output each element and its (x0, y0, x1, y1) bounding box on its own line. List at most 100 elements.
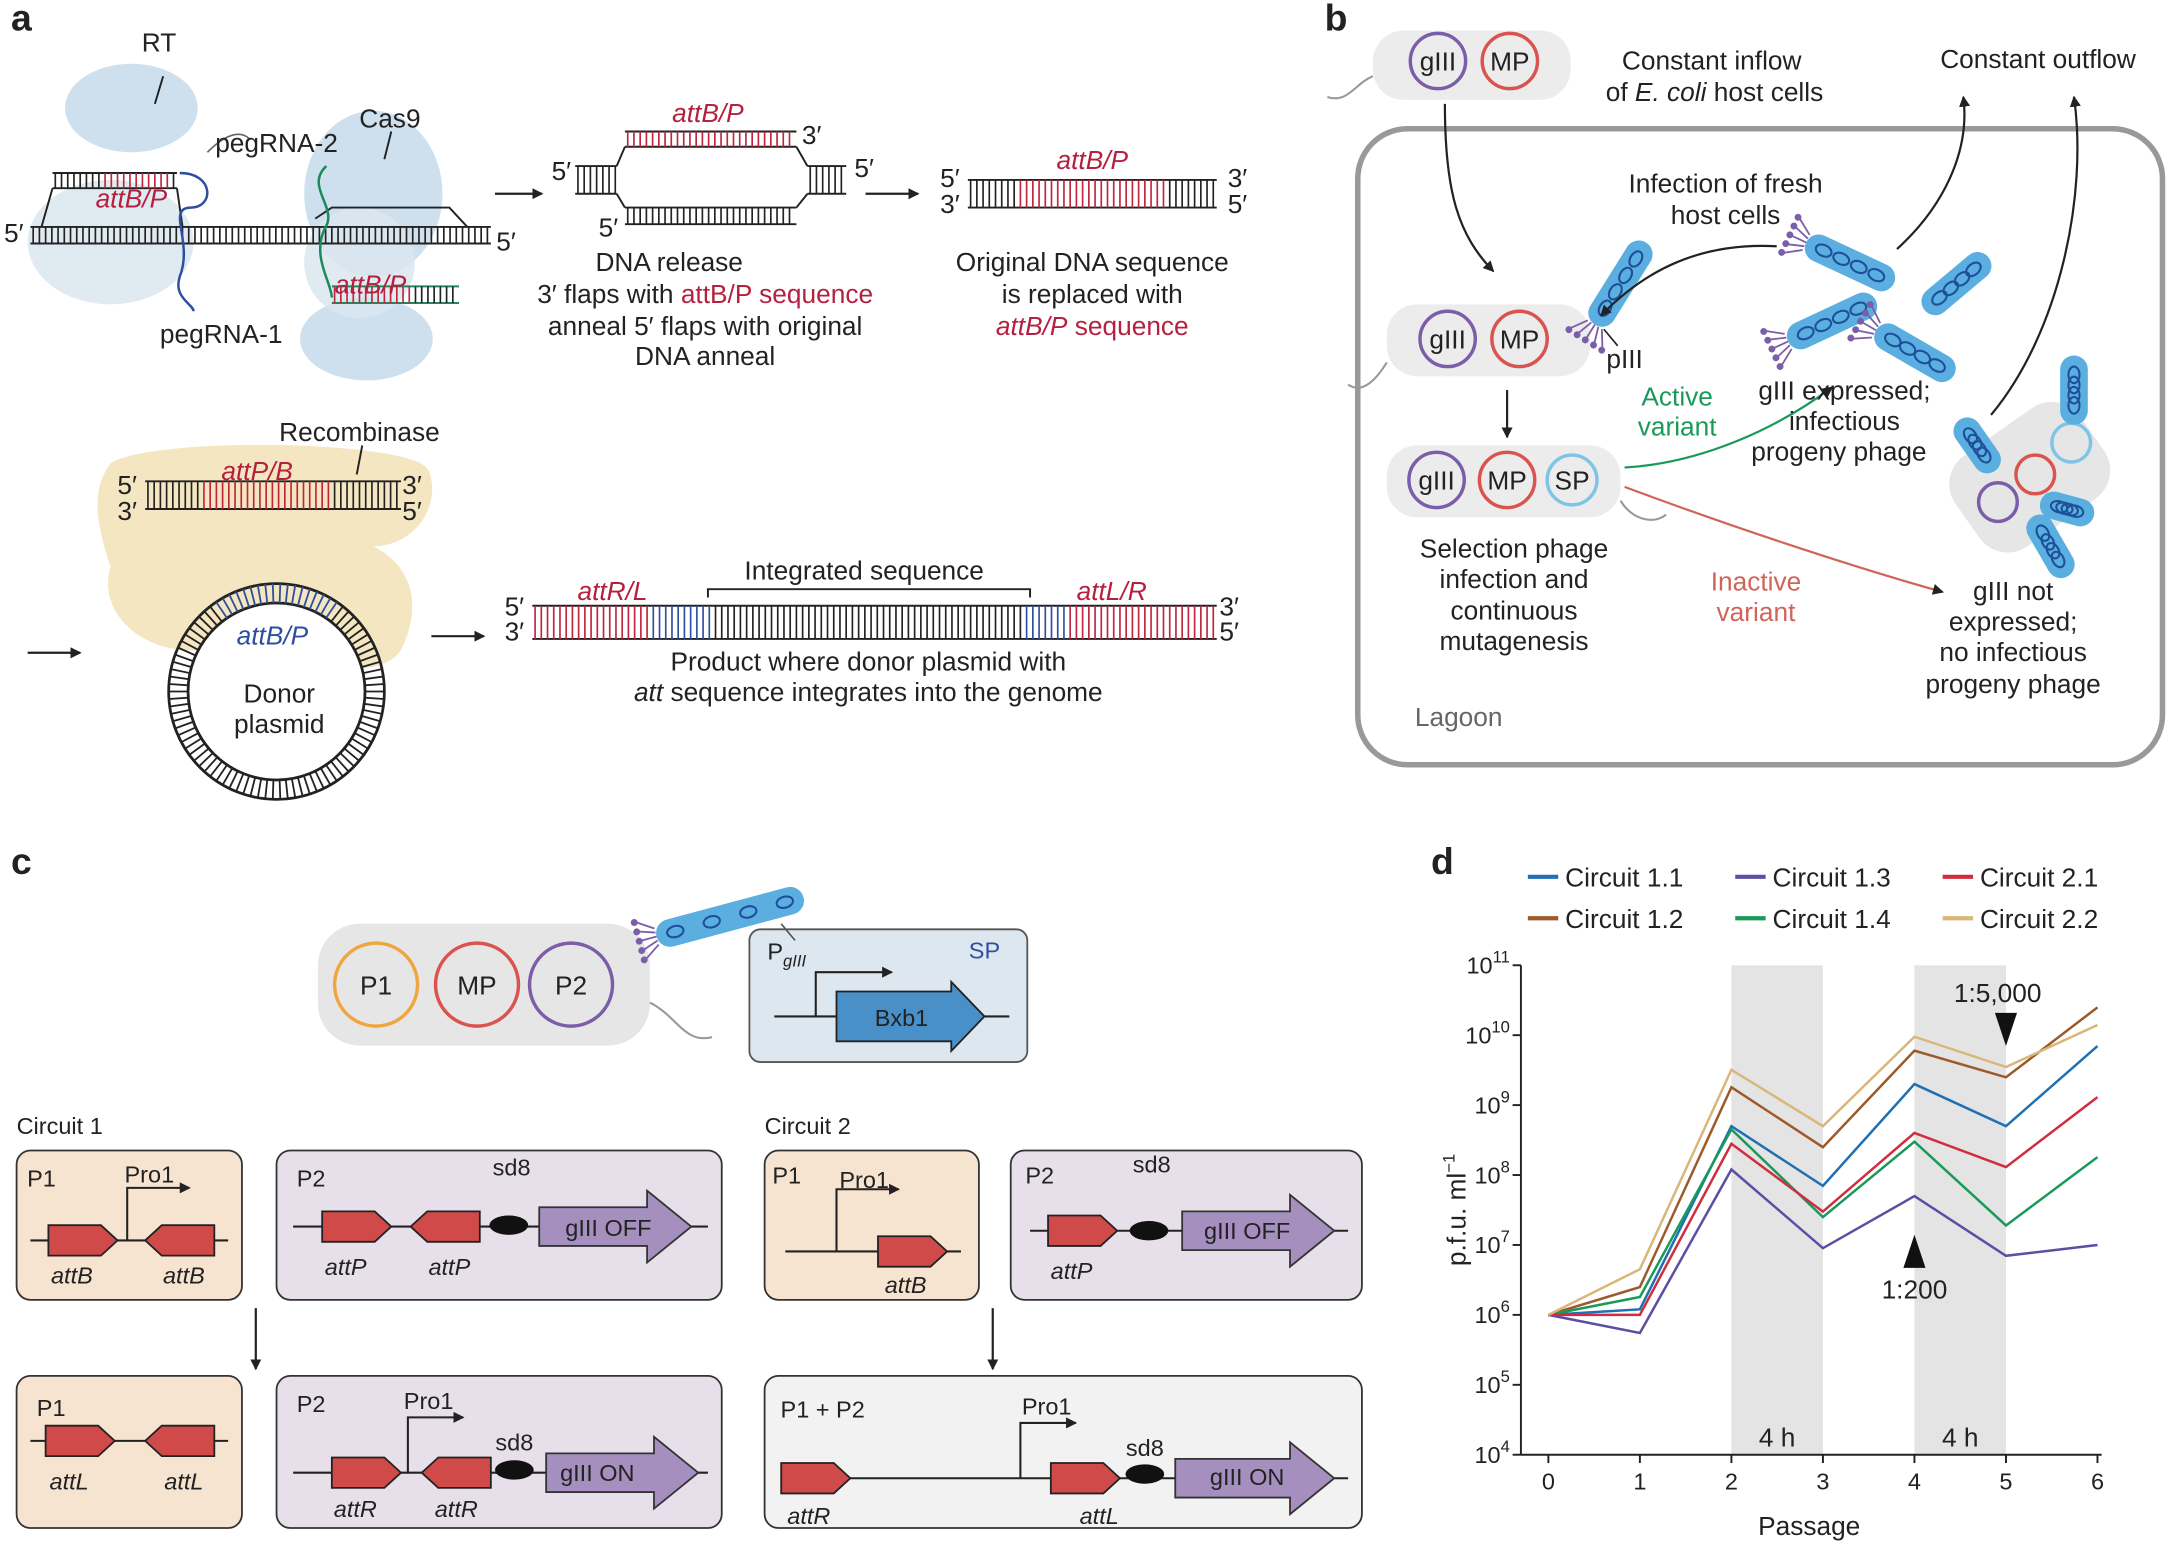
phage-genome (2035, 524, 2051, 542)
phage-genome (739, 905, 758, 919)
site-text: attB/P (1057, 145, 1129, 175)
dna-rung (180, 732, 199, 743)
plasmid (1408, 31, 1468, 91)
ends-text: 3′ (1228, 163, 1248, 193)
pilus (1861, 321, 1877, 332)
dna-rung (271, 583, 275, 604)
dna-rung (303, 588, 311, 608)
rbs (494, 1460, 534, 1480)
pilus (642, 939, 659, 951)
dna-rung (297, 586, 304, 606)
annotation-arrow (1994, 1012, 2018, 1047)
pilus (638, 930, 656, 934)
power-text: 5 (1501, 1367, 1510, 1386)
dna-rung (364, 683, 385, 687)
panel-label: c (11, 840, 32, 882)
dna-rung (228, 594, 239, 613)
dna-rung (174, 653, 194, 663)
y-tick-label: 105 (1474, 1367, 1509, 1398)
site-text: attP/B (221, 456, 293, 486)
label-text: 10 (1474, 1372, 1500, 1398)
dna-rung (278, 583, 282, 604)
phage-body (2026, 514, 2075, 579)
phage-genome (2040, 533, 2056, 551)
phage-genome (2045, 541, 2061, 560)
att-site (409, 1210, 481, 1243)
arrow (1896, 95, 1971, 250)
dna-rung (215, 764, 228, 782)
rbs (489, 1215, 529, 1235)
pilus-tip (1598, 346, 1606, 354)
title-text: Circuit 1 (17, 1113, 103, 1139)
pilus-tip (1790, 222, 1798, 230)
gene-text: gIII ON (1210, 1464, 1284, 1490)
plasmid (2014, 453, 2057, 496)
dna-rung (284, 584, 289, 604)
legend-label: Circuit 1.3 (1773, 862, 1891, 892)
lagoon (1355, 125, 2166, 768)
host-cell (1386, 445, 1621, 518)
caption-text: sequence (1067, 311, 1188, 341)
dna-rung (308, 591, 318, 610)
name-text: P2 (1025, 1163, 1054, 1189)
phage (1565, 240, 1653, 354)
sites-text: attB/P (96, 184, 168, 214)
cell-text: P1 (360, 970, 392, 1000)
shaded-region (1914, 965, 2006, 1455)
host-cell (1949, 401, 2111, 553)
phage-genome (702, 914, 721, 929)
promoter-text: Pro1 (125, 1161, 175, 1187)
pilus (1569, 319, 1589, 330)
dna-rung (335, 610, 350, 627)
ends-text: 3′ (940, 189, 960, 219)
gene (545, 1434, 700, 1511)
y-tick-label: 1010 (1465, 1017, 1510, 1048)
pilus (1585, 324, 1596, 340)
dna-rung (297, 777, 304, 797)
pilus-tip (1778, 248, 1786, 256)
dna-rung (221, 597, 234, 616)
pegrna (317, 165, 334, 298)
dna-rung (235, 591, 245, 610)
phage-genome (1942, 280, 1960, 297)
dna-rung (347, 627, 365, 641)
protein (300, 297, 433, 381)
dna-rung (364, 675, 384, 681)
dna-rung (209, 760, 223, 778)
expressed-text: infectious (1789, 406, 1900, 436)
y-tick-label: 108 (1474, 1157, 1509, 1188)
label-text: 10 (1465, 1022, 1491, 1048)
dna-rung (325, 764, 338, 782)
phage (1921, 252, 1992, 316)
expressed-text: gIII expressed; (1758, 376, 1930, 406)
pilus-tip (1782, 240, 1790, 248)
plasmid (1418, 309, 1478, 369)
dna-rung (330, 605, 344, 623)
pilus (1865, 313, 1879, 328)
pilus-tip (1786, 231, 1794, 239)
sites-text: attP (325, 1254, 367, 1280)
ends-text: 5′ (1228, 189, 1248, 219)
phage-body (1804, 234, 1896, 292)
pilus (1794, 225, 1809, 240)
cas9-text: Cas9 (359, 103, 420, 133)
pilus-tip (1565, 326, 1573, 334)
dna-rung (284, 779, 289, 799)
phage (1760, 292, 1878, 370)
plasmid (1490, 309, 1549, 369)
legend-label: Circuit 1.1 (1565, 862, 1683, 892)
dna-rung (256, 778, 263, 798)
arrow (1624, 386, 1834, 469)
panel-label: d (1431, 840, 1454, 882)
sites-text: attR (787, 1503, 830, 1529)
dna-rung (347, 742, 365, 756)
phage-genome (1618, 266, 1634, 285)
dna-rung (359, 720, 379, 730)
plasmid (1477, 450, 1537, 510)
sites-text: attB/P (335, 269, 407, 299)
dna-rung (264, 584, 269, 604)
x-tick-label: 0 (1542, 1468, 1555, 1494)
ylabel-exponent-text: −1 (1440, 1154, 1459, 1173)
dna-rung (364, 696, 385, 700)
tail (649, 1001, 713, 1040)
